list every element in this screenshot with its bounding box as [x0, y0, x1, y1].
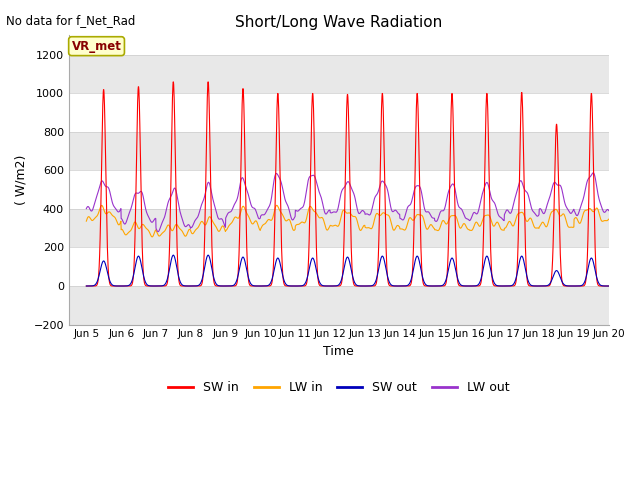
Bar: [69, 93, 609, 132]
Title: Short/Long Wave Radiation: Short/Long Wave Radiation: [235, 15, 442, 30]
Legend: SW in, LW in, SW out, LW out: SW in, LW in, SW out, LW out: [163, 376, 515, 399]
Bar: [69, 247, 609, 286]
Bar: [69, 286, 609, 324]
Bar: [69, 132, 609, 170]
Text: No data for f_Net_Rad: No data for f_Net_Rad: [6, 14, 136, 27]
Text: VR_met: VR_met: [72, 40, 122, 53]
Y-axis label: ( W/m2): ( W/m2): [15, 155, 28, 205]
Bar: [69, 209, 609, 247]
Bar: [69, 55, 609, 93]
X-axis label: Time: Time: [323, 345, 354, 358]
Bar: [69, 170, 609, 209]
